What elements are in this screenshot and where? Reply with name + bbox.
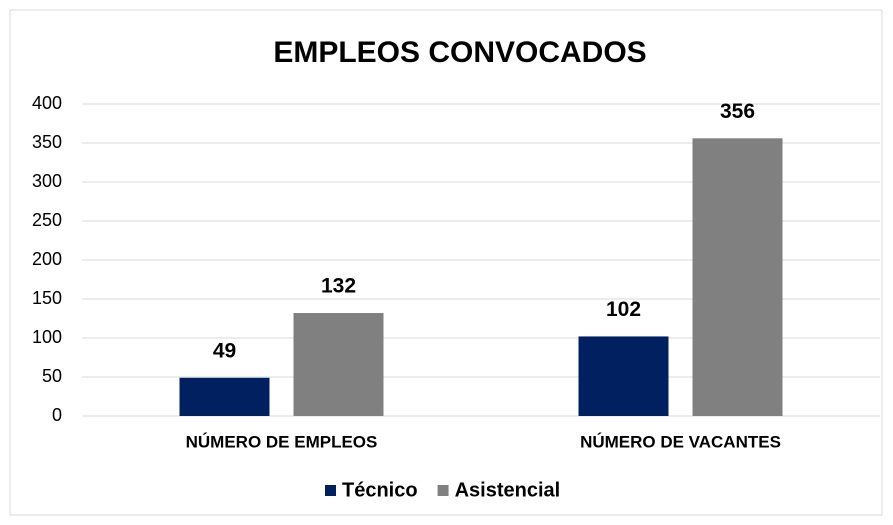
- legend-label: Técnico: [342, 479, 418, 501]
- bar: [578, 336, 669, 416]
- y-tick-label: 350: [32, 132, 62, 152]
- legend-label: Asistencial: [455, 479, 561, 501]
- y-tick-label: 100: [32, 327, 62, 347]
- y-tick-label: 250: [32, 210, 62, 230]
- y-tick-label: 300: [32, 171, 62, 191]
- data-label: 49: [213, 339, 236, 362]
- chart-title: EMPLEOS CONVOCADOS: [273, 36, 646, 69]
- legend-swatch: [325, 485, 336, 496]
- data-label: 132: [321, 275, 356, 298]
- bar: [692, 138, 783, 416]
- x-tick-label: NÚMERO DE EMPLEOS: [186, 432, 378, 451]
- data-label: 356: [720, 100, 755, 123]
- x-tick-label: NÚMERO DE VACANTES: [580, 432, 781, 451]
- y-tick-label: 200: [32, 249, 62, 269]
- y-tick-label: 150: [32, 288, 62, 308]
- legend-swatch: [437, 485, 449, 496]
- bar: [293, 313, 384, 416]
- data-label: 102: [606, 298, 641, 321]
- y-tick-label: 50: [42, 366, 62, 386]
- y-tick-label: 400: [32, 93, 62, 113]
- bar: [179, 377, 270, 416]
- y-tick-label: 0: [52, 405, 62, 425]
